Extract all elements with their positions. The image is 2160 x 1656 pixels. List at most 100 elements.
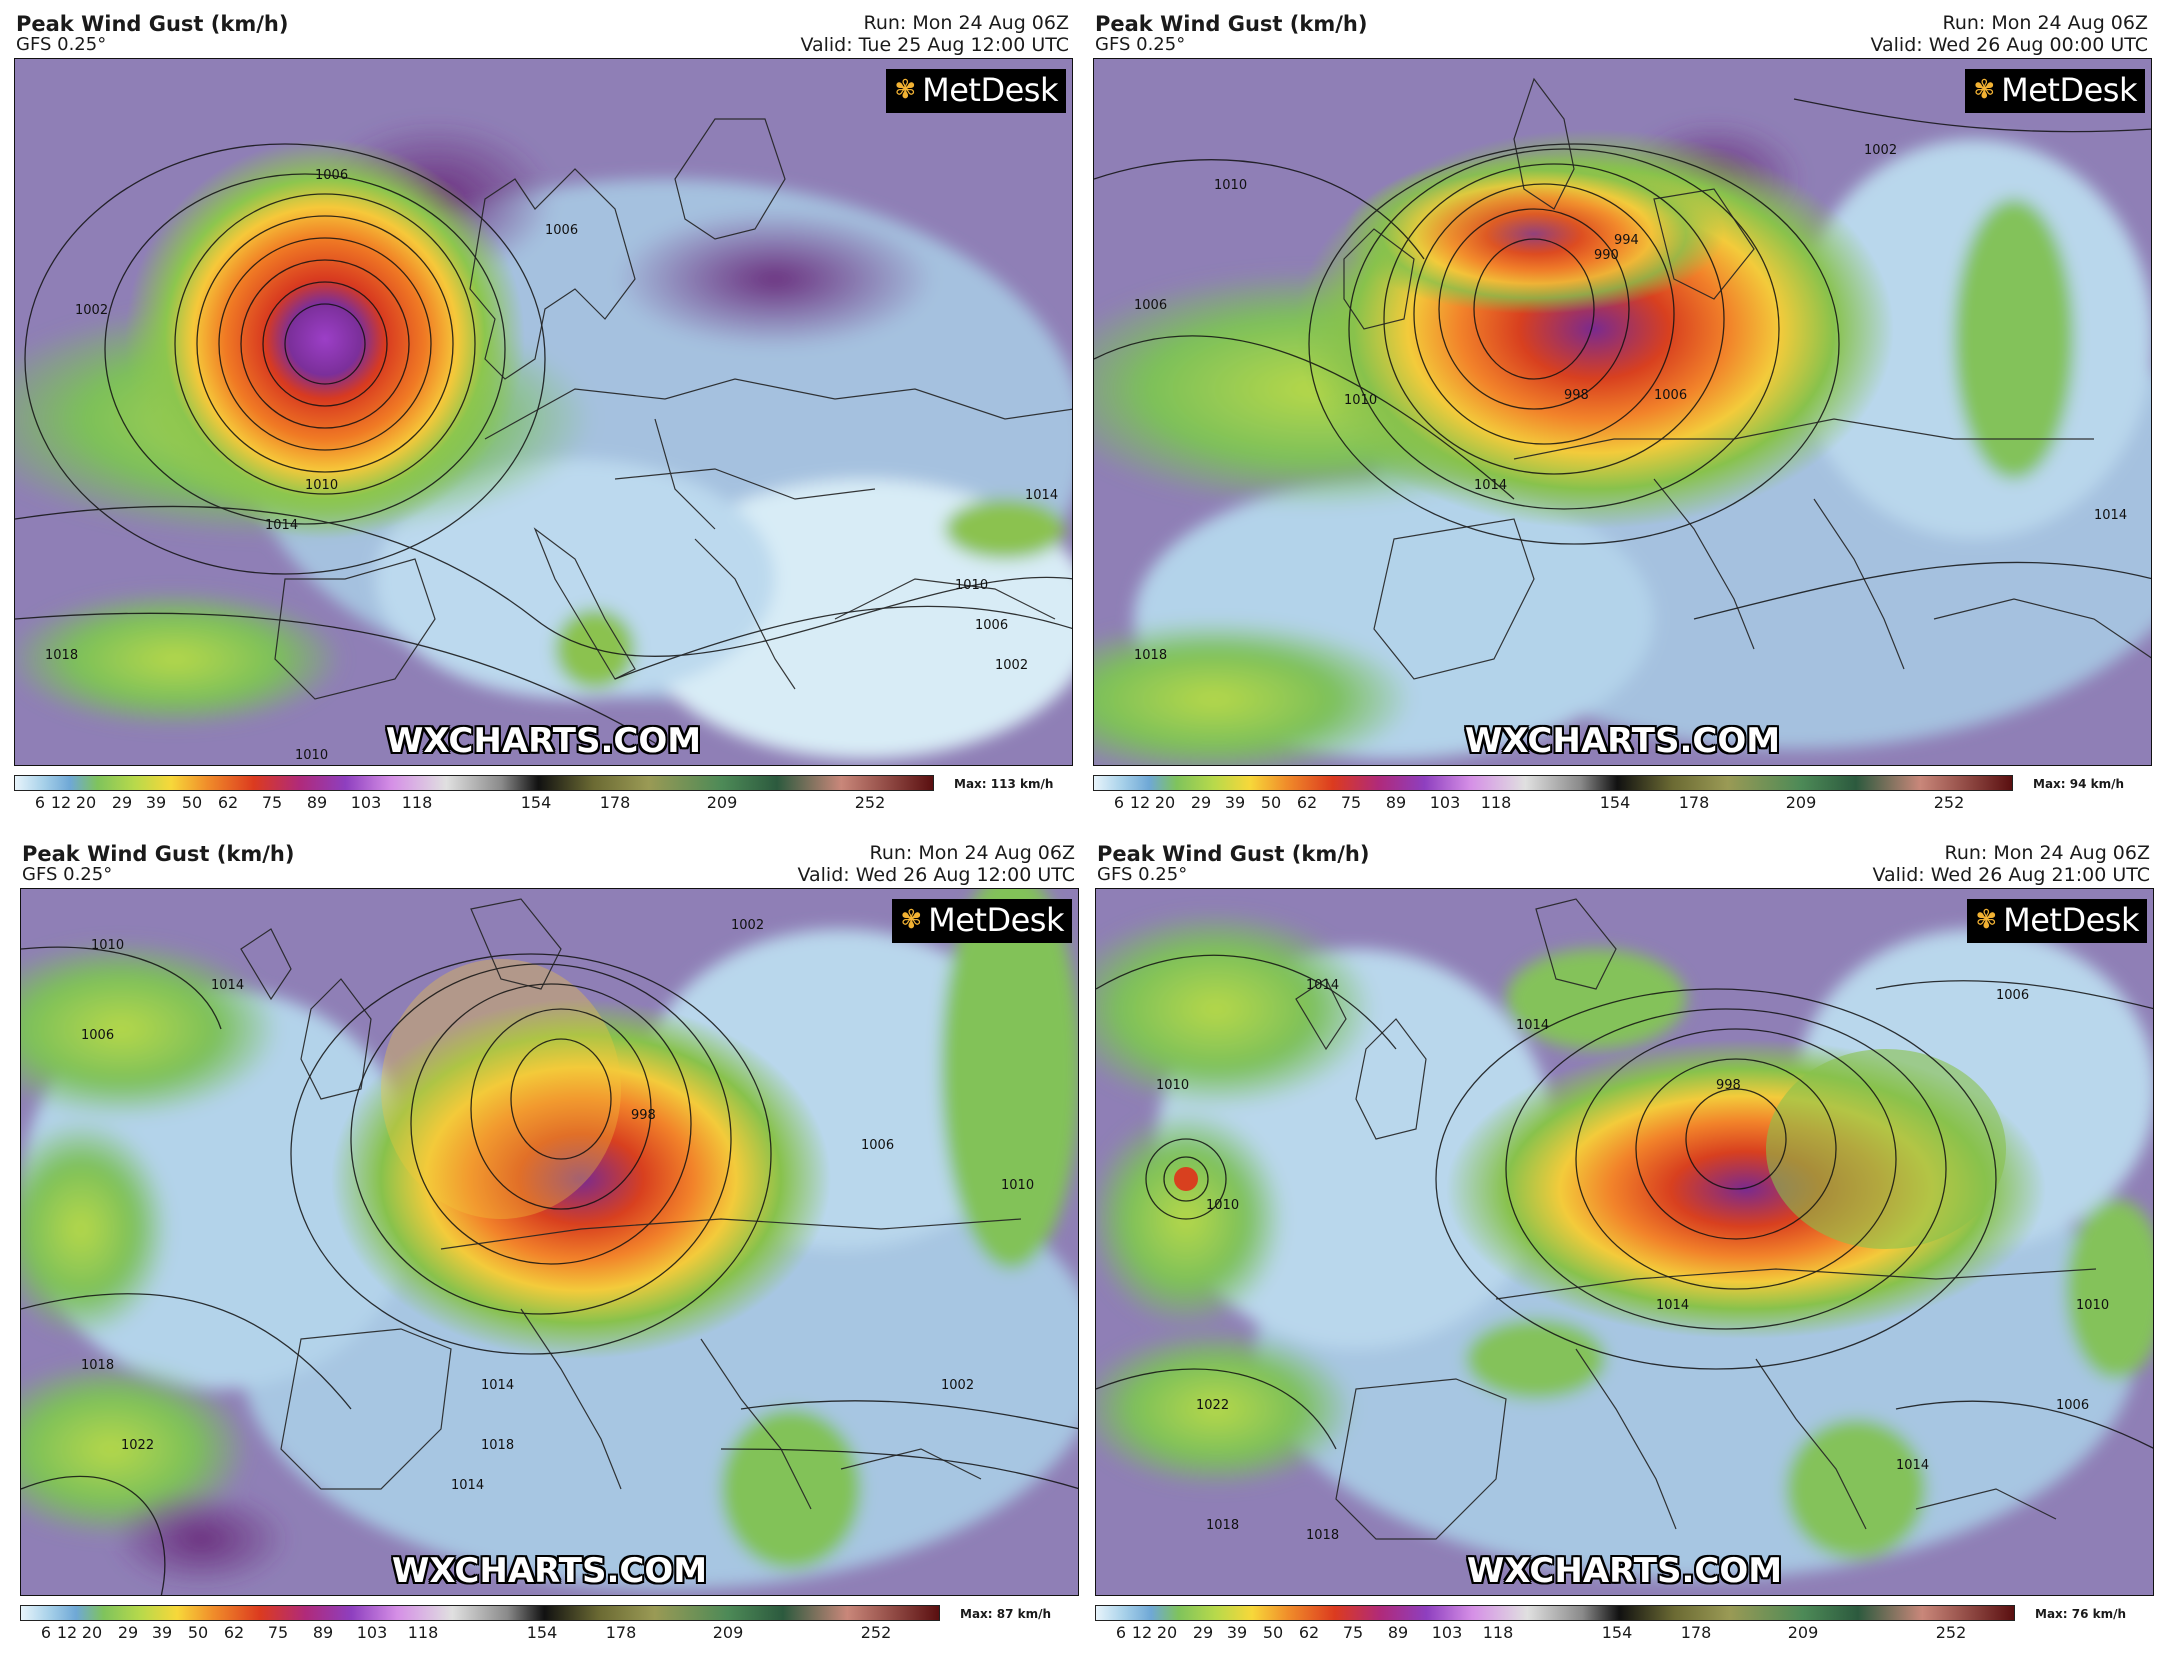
valid-time-label: Valid: Wed 26 Aug 21:00 UTC <box>1872 864 2150 886</box>
isobar-label: 998 <box>1564 388 1589 403</box>
colorbar-tick: 20 <box>1154 793 1176 812</box>
colorbar-tick: 50 <box>1260 793 1282 812</box>
colorbar-tick: 118 <box>407 1623 439 1642</box>
isobar-label: 1014 <box>1474 478 1507 493</box>
metdesk-logo: ✾ MetDesk <box>1965 69 2145 113</box>
isobar-label: 1006 <box>1134 298 1167 313</box>
colorbar-tick: 209 <box>1787 1623 1819 1642</box>
isobar-label: 1006 <box>545 223 578 238</box>
colorbar-tick: 39 <box>1224 793 1246 812</box>
run-label: Run: Mon 24 Aug 06Z <box>1942 12 2148 34</box>
flower-icon: ✾ <box>1973 75 1996 105</box>
panel-title: Peak Wind Gust (km/h) <box>22 842 295 866</box>
map-panel-4: Peak Wind Gust (km/h) GFS 0.25° Run: Mon… <box>1095 840 2154 1650</box>
colorbar-tick: 6 <box>40 1623 52 1642</box>
isobar-label: 1006 <box>81 1028 114 1043</box>
isobar-label: 1006 <box>975 618 1008 633</box>
isobar-label: 1014 <box>265 518 298 533</box>
flower-icon: ✾ <box>900 905 923 935</box>
isobar-label: 1010 <box>1344 393 1377 408</box>
panel-title: Peak Wind Gust (km/h) <box>16 12 289 36</box>
map-panel-3: Peak Wind Gust (km/h) GFS 0.25° Run: Mon… <box>20 840 1079 1650</box>
wind-gust-map[interactable]: 1010 1014 1006 1002 998 1006 1010 1018 1022 1014 1… <box>20 888 1079 1596</box>
isobar-label: 994 <box>1614 233 1639 248</box>
isobar-label: 1006 <box>1996 988 2029 1003</box>
panel-title: Peak Wind Gust (km/h) <box>1097 842 1370 866</box>
colorbar <box>1093 775 2013 791</box>
isobar-label: 1010 <box>2076 1298 2109 1313</box>
isobar-label: 990 <box>1594 248 1619 263</box>
isobar-label: 1014 <box>1516 1018 1549 1033</box>
colorbar-tick: 62 <box>1296 793 1318 812</box>
isobar-label: 1014 <box>1306 978 1339 993</box>
colorbar-tick: 6 <box>34 793 46 812</box>
colorbar-tick: 103 <box>356 1623 388 1642</box>
colorbar-tick: 178 <box>1680 1623 1712 1642</box>
isobar-label: 1002 <box>731 918 764 933</box>
isobar-label: 1014 <box>1896 1458 1929 1473</box>
colorbar-tick: 89 <box>306 793 328 812</box>
colorbar-tick: 39 <box>145 793 167 812</box>
metdesk-logo: ✾ MetDesk <box>1967 899 2147 943</box>
colorbar-tick: 118 <box>1482 1623 1514 1642</box>
colorbar-tick: 29 <box>111 793 133 812</box>
isobar-label: 1006 <box>861 1138 894 1153</box>
colorbar-tick: 75 <box>261 793 283 812</box>
colorbar-tick: 29 <box>1190 793 1212 812</box>
watermark: WXCHARTS.COM <box>391 1551 708 1591</box>
colorbar-tick: 50 <box>187 1623 209 1642</box>
isobar-label: 1002 <box>941 1378 974 1393</box>
watermark: WXCHARTS.COM <box>1466 1551 1783 1591</box>
colorbar-tick: 20 <box>75 793 97 812</box>
isobar-label: 1010 <box>955 578 988 593</box>
run-label: Run: Mon 24 Aug 06Z <box>863 12 1069 34</box>
wind-gust-map[interactable]: 1014 1010 1010 1014 998 1006 1014 1010 1022 1006 1… <box>1095 888 2154 1596</box>
colorbar-tick: 209 <box>712 1623 744 1642</box>
isobar-label: 1006 <box>1654 388 1687 403</box>
colorbar-tick: 62 <box>217 793 239 812</box>
colorbar-tick: 209 <box>706 793 738 812</box>
isobar-label: 1014 <box>211 978 244 993</box>
colorbar-max-label: Max: 94 km/h <box>2033 777 2125 791</box>
colorbar <box>1095 1605 2015 1621</box>
valid-time-label: Valid: Tue 25 Aug 12:00 UTC <box>800 34 1069 56</box>
isobar-label: 1014 <box>1656 1298 1689 1313</box>
flower-icon: ✾ <box>1975 905 1998 935</box>
colorbar-tick: 39 <box>1226 1623 1248 1642</box>
colorbar-tick: 154 <box>520 793 552 812</box>
isobar-label: 1014 <box>1025 488 1058 503</box>
isobar-label: 1018 <box>45 648 78 663</box>
isobar-label: 1006 <box>315 168 348 183</box>
colorbar-tick: 118 <box>1480 793 1512 812</box>
colorbar-tick: 178 <box>599 793 631 812</box>
panel-title: Peak Wind Gust (km/h) <box>1095 12 1368 36</box>
isobar-label: 1010 <box>91 938 124 953</box>
colorbar-max-label: Max: 76 km/h <box>2035 1607 2127 1621</box>
wind-gust-map[interactable]: 1010 1006 994 990 998 1010 1014 1006 1002 1018 101… <box>1093 58 2152 766</box>
isobar-label: 1010 <box>1001 1178 1034 1193</box>
valid-time-label: Valid: Wed 26 Aug 12:00 UTC <box>797 864 1075 886</box>
isobar-label: 1018 <box>1306 1528 1339 1543</box>
colorbar-tick: 50 <box>1262 1623 1284 1642</box>
colorbar-tick: 29 <box>117 1623 139 1642</box>
isobar-label: 1010 <box>1206 1198 1239 1213</box>
colorbar-max-label: Max: 113 km/h <box>954 777 1054 791</box>
isobar-label: 1018 <box>1206 1518 1239 1533</box>
colorbar-tick: 178 <box>1678 793 1710 812</box>
map-panel-2: Peak Wind Gust (km/h) GFS 0.25° Run: Mon… <box>1093 10 2152 820</box>
model-label: GFS 0.25° <box>16 34 107 55</box>
isobar-label: 1010 <box>305 478 338 493</box>
wind-gust-map[interactable]: 1006 1006 1002 1010 1014 1018 1010 1006 1002 1010… <box>14 58 1073 766</box>
colorbar-tick: 39 <box>151 1623 173 1642</box>
isobar-label: 1002 <box>995 658 1028 673</box>
colorbar-tick: 6 <box>1113 793 1125 812</box>
isobar-label: 1018 <box>1134 648 1167 663</box>
colorbar-tick: 89 <box>312 1623 334 1642</box>
colorbar-tick: 20 <box>81 1623 103 1642</box>
colorbar-tick: 12 <box>1129 793 1151 812</box>
isobar-label: 1022 <box>1196 1398 1229 1413</box>
colorbar-tick: 178 <box>605 1623 637 1642</box>
colorbar-ticks: 6 12 20 29 39 50 62 75 89 103 118 154 17… <box>14 793 934 813</box>
colorbar-tick: 252 <box>1933 793 1965 812</box>
colorbar-tick: 89 <box>1385 793 1407 812</box>
